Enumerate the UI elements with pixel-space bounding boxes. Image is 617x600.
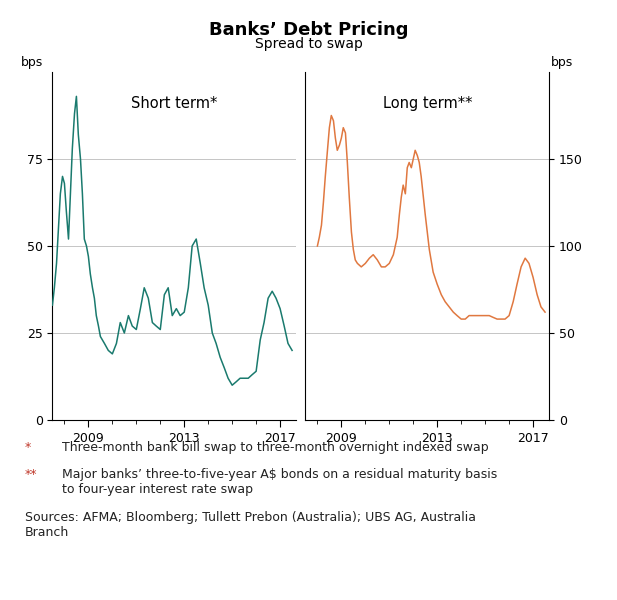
Text: Long term**: Long term**	[383, 97, 472, 112]
Text: Spread to swap: Spread to swap	[255, 37, 362, 51]
Text: bps: bps	[551, 56, 574, 68]
Text: Sources: AFMA; Bloomberg; Tullett Prebon (Australia); UBS AG, Australia
Branch: Sources: AFMA; Bloomberg; Tullett Prebon…	[25, 511, 476, 539]
Text: Short term*: Short term*	[131, 97, 217, 112]
Text: **: **	[25, 468, 37, 481]
Text: Three-month bank bill swap to three-month overnight indexed swap: Three-month bank bill swap to three-mont…	[62, 441, 488, 454]
Text: *: *	[25, 441, 31, 454]
Text: bps: bps	[21, 56, 43, 68]
Text: Banks’ Debt Pricing: Banks’ Debt Pricing	[209, 21, 408, 39]
Text: Major banks’ three-to-five-year A$ bonds on a residual maturity basis
to four-ye: Major banks’ three-to-five-year A$ bonds…	[62, 468, 497, 496]
